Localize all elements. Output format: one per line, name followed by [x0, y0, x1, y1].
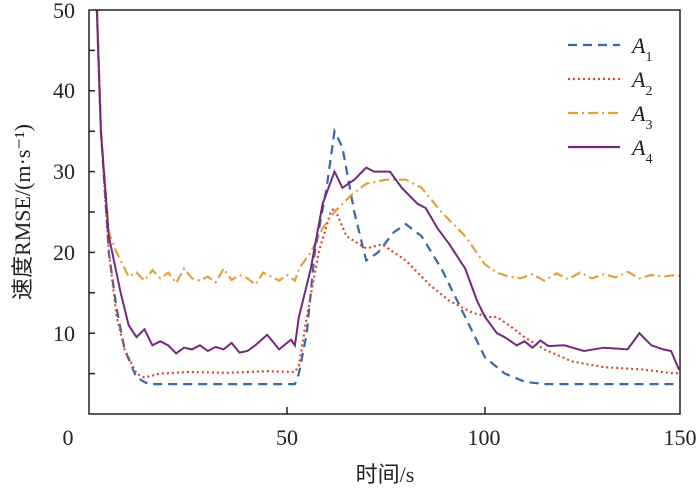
- x-tick-label: 150: [664, 425, 697, 450]
- x-tick-label: 50: [276, 425, 298, 450]
- legend-subscript: 2: [645, 84, 652, 99]
- y-tick-label: 40: [53, 78, 75, 103]
- series-line-A1: [95, 10, 680, 386]
- x-tick-label: 0: [63, 425, 74, 450]
- series-line-A3: [95, 10, 680, 287]
- legend-label: A4: [630, 135, 652, 167]
- legend-subscript: 4: [645, 152, 652, 167]
- series-line-A2: [95, 10, 680, 379]
- legend-label: A2: [630, 67, 652, 99]
- legend-label: A3: [630, 101, 652, 133]
- series-layer: [95, 10, 680, 386]
- y-tick-label: 20: [53, 240, 75, 265]
- legend-label: A1: [630, 33, 652, 65]
- y-tick-label: 30: [53, 159, 75, 184]
- legend-subscript: 3: [645, 118, 652, 133]
- y-tick-label: 50: [53, 0, 75, 23]
- y-axis-label: 速度RMSE/(m·s⁻¹): [10, 124, 35, 300]
- y-tick-label: 10: [53, 321, 75, 346]
- x-tick-label: 100: [468, 425, 501, 450]
- tick-layer: [89, 49, 486, 414]
- x-axis-label: 时间/s: [356, 462, 415, 487]
- legend-subscript: 1: [645, 50, 652, 65]
- series-line-A4: [95, 10, 680, 370]
